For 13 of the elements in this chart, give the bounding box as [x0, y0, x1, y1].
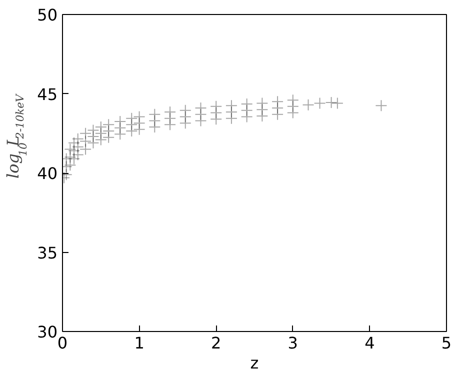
y-tick-label: 30: [37, 322, 58, 342]
x-tick-label: 3: [288, 334, 298, 352]
y-tick-label: 50: [37, 6, 58, 24]
x-tick-label: 2: [211, 334, 222, 352]
x-axis-title: z: [250, 354, 259, 372]
y-tick-label: 40: [37, 164, 58, 183]
x-tick-label: 1: [134, 334, 144, 352]
x-tick-label: 4: [364, 334, 375, 352]
y-axis-title: log10L2-10keV: [4, 93, 30, 178]
y-tick-label: 35: [37, 243, 58, 262]
x-tick-label: 5: [441, 334, 452, 352]
y-tick-label: 45: [37, 84, 58, 104]
x-tick-label: 0: [57, 334, 68, 352]
